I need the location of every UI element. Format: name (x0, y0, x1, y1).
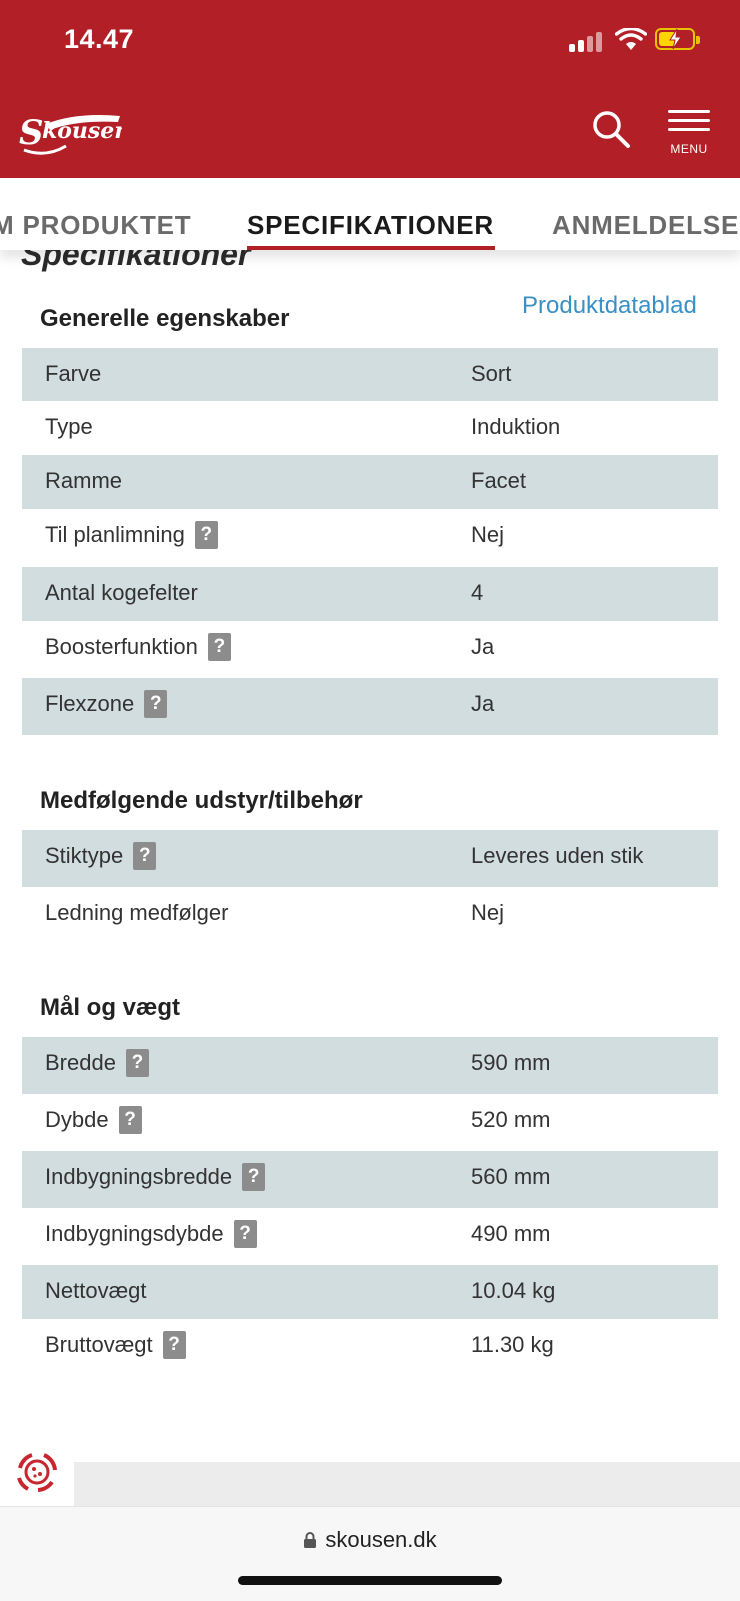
product-tabs: M PRODUKTET SPECIFIKATIONER ANMELDELSE (0, 178, 740, 250)
spec-row: Bredde ? 590 mm (22, 1037, 718, 1094)
menu-label: MENU (670, 142, 708, 156)
spec-label: Bruttovægt (45, 1332, 153, 1357)
spec-row: Bruttovægt ? 11.30 kg (22, 1319, 718, 1376)
section-title-maal-og-vaegt: Mål og vægt (40, 994, 181, 1021)
spec-row: Boosterfunktion ? Ja (22, 621, 718, 678)
spec-value: 520 mm (471, 1107, 551, 1132)
help-icon[interactable]: ? (207, 633, 231, 661)
spec-value: 10.04 kg (471, 1278, 556, 1303)
spec-label: Farve (45, 361, 102, 386)
help-icon[interactable]: ? (118, 1106, 142, 1134)
spec-value: 11.30 kg (471, 1332, 554, 1357)
active-tab-indicator (247, 246, 495, 250)
help-icon[interactable]: ? (144, 690, 168, 718)
spec-value: Nej (471, 522, 505, 547)
spec-label: Nettovægt (45, 1278, 147, 1303)
spec-label: Indbygningsbredde (45, 1164, 233, 1189)
help-icon[interactable]: ? (162, 1331, 186, 1359)
spec-table-generelle: Farve Sort Type Induktion Ramme Facet Ti… (22, 348, 718, 735)
spec-label: Type (45, 414, 93, 439)
spec-row: Antal kogefelter 4 (22, 567, 718, 621)
tab-specifikationer[interactable]: SPECIFIKATIONER (247, 210, 494, 240)
spec-value: Leveres uden stik (471, 843, 644, 868)
status-time: 14.47 (64, 24, 135, 54)
spec-row: Indbygningsdybde ? 490 mm (22, 1208, 718, 1265)
tab-om-produktet[interactable]: M PRODUKTET (0, 210, 192, 240)
battery-icon (655, 28, 700, 50)
help-icon[interactable]: ? (233, 1220, 257, 1248)
spec-value: Facet (471, 468, 527, 493)
menu-button[interactable]: MENU (664, 108, 714, 158)
spec-value: 490 mm (471, 1221, 551, 1246)
spec-row: Stiktype ? Leveres uden stik (22, 830, 718, 887)
spec-row: Til planlimning ? Nej (22, 509, 718, 567)
signal-icon (569, 30, 603, 52)
wifi-icon (615, 28, 647, 50)
spec-row: Ledning medfølger Nej (22, 887, 718, 944)
spec-row: Ramme Facet (22, 455, 718, 509)
spec-label: Stiktype (45, 843, 124, 868)
product-datasheet-link[interactable]: Produktdatablad (522, 292, 697, 319)
help-icon[interactable]: ? (125, 1049, 149, 1077)
help-icon[interactable]: ? (242, 1163, 266, 1191)
cookie-settings-button[interactable] (0, 1438, 74, 1506)
spec-label: Indbygningsdybde (45, 1221, 224, 1246)
search-icon[interactable] (590, 108, 634, 152)
cookie-settings-icon (17, 1453, 57, 1492)
skousen-logo[interactable]: S kousen (16, 100, 122, 164)
spec-label: Til planlimning (45, 522, 185, 547)
spec-row: Indbygningsbredde ? 560 mm (22, 1151, 718, 1208)
spec-label: Ledning medfølger (45, 900, 229, 925)
page-footer-strip (0, 1462, 740, 1506)
spec-label: Ramme (45, 468, 123, 493)
svg-text:S: S (19, 113, 44, 153)
tab-anmeldelser[interactable]: ANMELDELSE (552, 210, 740, 240)
svg-text:kousen: kousen (42, 118, 122, 144)
spec-row: Nettovægt 10.04 kg (22, 1265, 718, 1319)
spec-value: 590 mm (471, 1050, 551, 1075)
section-title-generelle: Generelle egenskaber (40, 305, 290, 332)
spec-value: 560 mm (471, 1164, 551, 1189)
spec-value: Induktion (471, 414, 561, 439)
spec-label: Bredde (45, 1050, 116, 1075)
spec-value: Nej (471, 900, 505, 925)
spec-label: Dybde (45, 1107, 109, 1132)
hamburger-icon (668, 110, 710, 113)
url-domain: skousen.dk (325, 1527, 437, 1552)
spec-value: Ja (471, 634, 495, 659)
spec-value: Ja (471, 691, 495, 716)
spec-value: Sort (471, 361, 512, 386)
lock-icon (304, 1532, 317, 1548)
spec-row: Type Induktion (22, 401, 718, 455)
browser-url-bar[interactable]: skousen.dk (0, 1506, 740, 1601)
spec-value: 4 (471, 580, 484, 605)
home-indicator (238, 1576, 502, 1585)
status-bar: 14.47 (0, 0, 740, 88)
spec-table-maal-og-vaegt: Bredde ? 590 mm Dybde ? 520 mm Indbygnin… (22, 1037, 718, 1376)
section-title-tilbehoer: Medfølgende udstyr/tilbehør (40, 787, 363, 814)
spec-label: Boosterfunktion (45, 634, 198, 659)
spec-label: Antal kogefelter (45, 580, 198, 605)
spec-table-tilbehoer: Stiktype ? Leveres uden stik Ledning med… (22, 830, 718, 944)
spec-row: Flexzone ? Ja (22, 678, 718, 735)
spec-row: Dybde ? 520 mm (22, 1094, 718, 1151)
spec-label: Flexzone (45, 691, 135, 716)
help-icon[interactable]: ? (194, 521, 218, 549)
spec-row: Farve Sort (22, 348, 718, 401)
help-icon[interactable]: ? (133, 842, 157, 870)
